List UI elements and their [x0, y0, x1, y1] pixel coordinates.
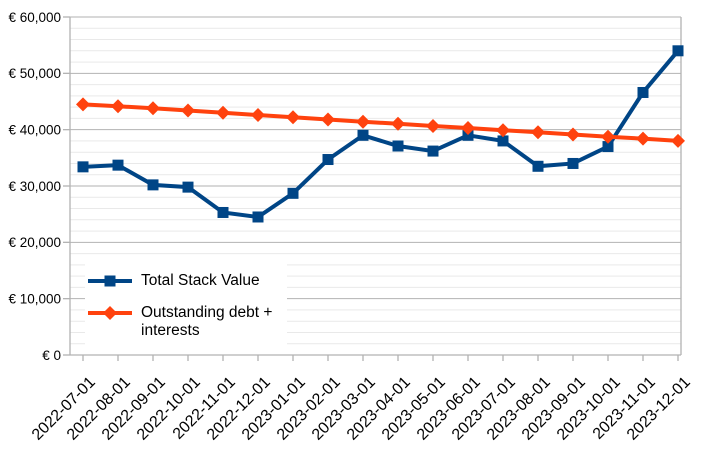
chart-legend: Total Stack Value Outstanding debt + int… [85, 259, 287, 348]
y-tick-label: € 10,000 [8, 291, 61, 306]
data-point-marker [392, 140, 404, 152]
data-point-marker [391, 116, 405, 131]
x-axis-labels: 2022-07-012022-08-012022-09-012022-10-01… [29, 374, 694, 444]
legend-label-total-stack-value: Total Stack Value [141, 272, 260, 289]
legend-item-total-stack-value: Total Stack Value [87, 272, 287, 290]
data-point-marker [146, 101, 160, 116]
data-point-marker [251, 108, 265, 123]
data-point-marker [76, 97, 90, 112]
data-point-marker [461, 120, 475, 135]
legend-swatch-diamond-icon [88, 306, 132, 320]
data-point-marker [496, 123, 510, 138]
data-point-marker [497, 135, 509, 147]
series-outstanding-debt-interests [76, 97, 685, 148]
y-axis-ticks [63, 16, 70, 356]
series-line [82, 102, 679, 143]
data-point-marker [357, 129, 369, 141]
y-tick-label: € 30,000 [8, 179, 61, 194]
data-point-marker [112, 159, 124, 171]
data-point-marker [216, 105, 230, 120]
data-point-marker [287, 187, 299, 199]
data-point-marker [181, 103, 195, 118]
series-total-stack-value [77, 45, 684, 223]
legend-item-outstanding-debt: Outstanding debt + interests [87, 304, 287, 340]
legend-label-outstanding-debt: Outstanding debt + interests [141, 304, 273, 339]
y-tick-label: € 50,000 [8, 66, 61, 81]
data-point-marker [426, 119, 440, 134]
y-gridlines-major [70, 16, 681, 300]
data-point-marker [77, 161, 89, 173]
y-tick-label: € 40,000 [8, 122, 61, 137]
data-point-marker [427, 145, 439, 157]
y-axis-labels: € 0 € 10,000 € 20,000 € 30,000 € 40,000 € 50,… [8, 10, 61, 363]
data-point-marker [462, 129, 474, 141]
data-point-marker [252, 211, 264, 223]
data-point-marker [322, 154, 334, 166]
data-point-marker [321, 112, 335, 127]
data-point-marker [356, 114, 370, 129]
series-line [82, 49, 680, 220]
data-point-marker [531, 125, 545, 140]
y-tick-label: € 60,000 [8, 10, 61, 25]
data-point-marker [566, 127, 580, 142]
data-point-marker [532, 160, 544, 172]
data-point-marker [147, 179, 159, 191]
data-point-marker [111, 99, 125, 114]
y-tick-label: € 0 [42, 348, 61, 363]
data-point-marker [601, 129, 615, 144]
x-axis-ticks [82, 355, 679, 361]
data-point-marker [637, 86, 649, 98]
legend-swatch-square-icon [88, 275, 132, 287]
data-point-marker [182, 181, 194, 193]
data-point-marker [567, 157, 579, 169]
data-point-marker [217, 206, 229, 218]
data-point-marker [672, 45, 684, 57]
y-tick-label: € 20,000 [8, 235, 61, 250]
data-point-marker [636, 131, 650, 146]
data-point-marker [602, 141, 614, 153]
data-point-marker [286, 110, 300, 125]
data-point-marker [671, 133, 685, 148]
